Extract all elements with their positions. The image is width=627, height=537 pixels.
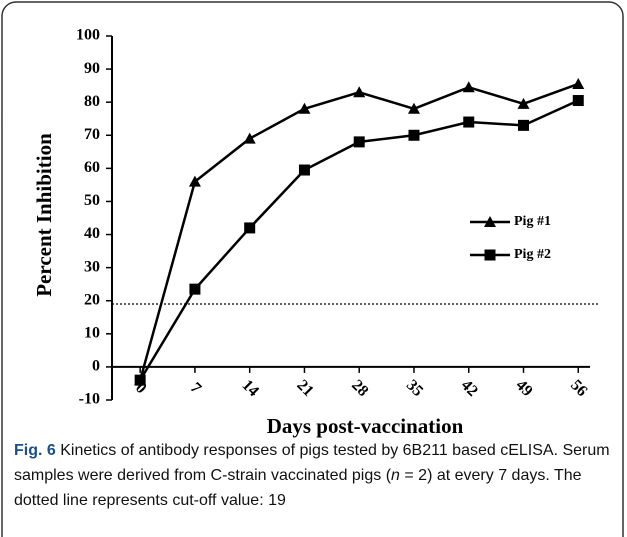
- data-point: [353, 86, 366, 98]
- x-tick-label: 28: [348, 377, 371, 400]
- x-tick-label: 49: [512, 377, 535, 400]
- data-point: [298, 102, 311, 114]
- y-tick-label: 80: [84, 93, 100, 110]
- series-line: [138, 82, 579, 381]
- data-point: [572, 77, 585, 89]
- data-point: [189, 283, 201, 295]
- x-tick-label: 42: [458, 377, 481, 400]
- data-point: [407, 102, 420, 114]
- data-point: [462, 81, 475, 93]
- legend-label: Pig #1: [514, 214, 551, 229]
- y-tick-label: 30: [84, 258, 100, 275]
- x-tick-label: 21: [293, 377, 316, 400]
- x-axis-title: Days post-vaccination: [267, 414, 464, 438]
- legend-label: Pig #2: [514, 247, 551, 262]
- y-tick-label: 10: [84, 324, 100, 341]
- data-point: [188, 175, 201, 187]
- data-point: [518, 119, 530, 131]
- y-tick-label: 100: [76, 27, 100, 44]
- y-tick-label: 90: [84, 60, 100, 77]
- caption-text: = 2) at every 7 days. The dotted line re…: [14, 467, 582, 509]
- data-point: [517, 97, 530, 109]
- caption-text: Kinetics of antibody responses of pigs t…: [14, 442, 610, 484]
- legend-marker: [484, 216, 496, 227]
- y-axis-title: Percent Inhibition: [32, 133, 56, 297]
- data-point: [134, 374, 146, 386]
- y-tick-label: 70: [84, 126, 100, 143]
- legend-marker: [484, 249, 496, 261]
- data-point: [353, 136, 365, 148]
- y-tick-label: 60: [84, 159, 100, 176]
- caption-label: Fig. 6: [14, 442, 56, 459]
- y-tick-label: 40: [84, 225, 100, 242]
- x-tick-label: 7: [187, 379, 205, 397]
- y-tick-label: 0: [92, 358, 100, 375]
- y-tick-label: 20: [84, 291, 100, 308]
- data-point: [244, 222, 256, 234]
- x-tick-label: 35: [403, 377, 426, 400]
- y-tick-label: -10: [79, 391, 100, 408]
- y-tick-label: 50: [84, 192, 100, 209]
- data-point: [298, 164, 310, 176]
- caption: Fig. 6 Kinetics of antibody responses of…: [14, 438, 616, 513]
- x-tick-label: 14: [239, 377, 262, 400]
- data-point: [408, 129, 420, 141]
- data-point: [572, 95, 584, 107]
- data-point: [463, 116, 475, 128]
- x-tick-label: 56: [567, 377, 590, 400]
- caption-italic: n: [391, 467, 400, 484]
- data-point: [243, 132, 256, 144]
